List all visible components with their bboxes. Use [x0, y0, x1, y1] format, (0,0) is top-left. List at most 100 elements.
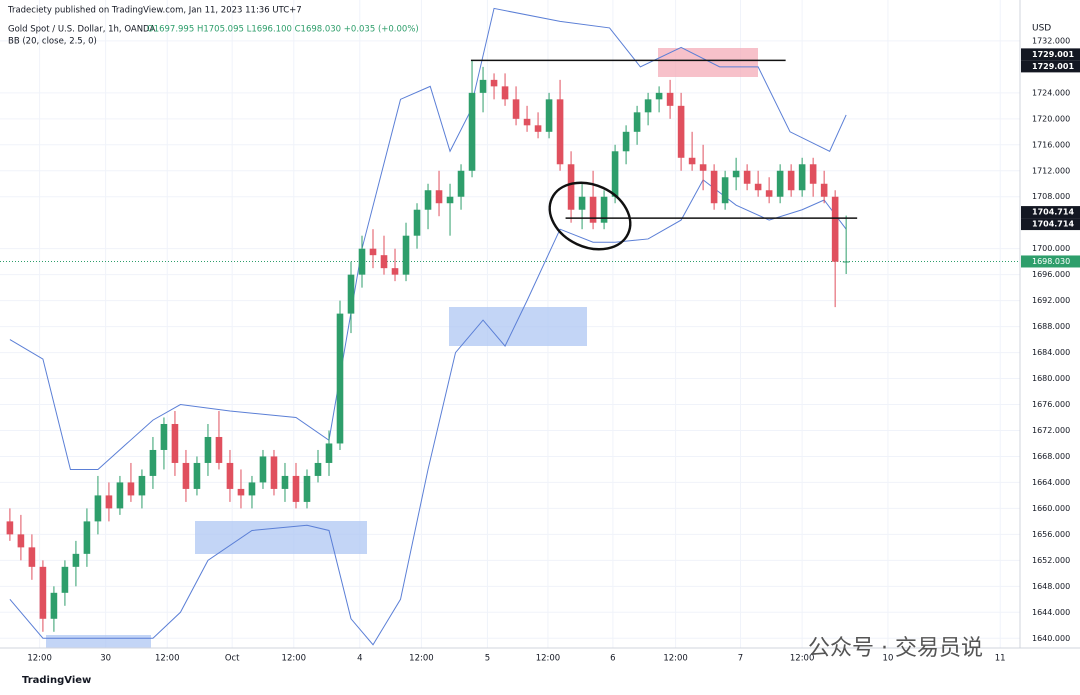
candle-body: [17, 534, 25, 548]
candle-body: [798, 164, 806, 191]
y-tick-label: 1660.000: [1032, 504, 1070, 513]
candle-body: [226, 462, 234, 489]
candle-body: [699, 164, 707, 171]
candle-body: [435, 190, 443, 204]
y-tick-label: 1680.000: [1032, 374, 1070, 383]
highlight-box: [658, 48, 758, 77]
candle-body: [270, 456, 278, 489]
price-label-box: [1021, 218, 1080, 231]
x-tick-label: 12:00: [155, 654, 180, 664]
watermark: 公众号 · 交易员说: [808, 636, 983, 661]
y-tick-label: 1692.000: [1032, 296, 1070, 305]
x-tick-label: 4: [357, 654, 362, 664]
candle-body: [556, 99, 564, 165]
candle-body: [501, 86, 509, 100]
candle-body: [820, 183, 828, 197]
x-tick-label: Oct: [225, 654, 240, 664]
footer-logo: TradingView: [22, 675, 91, 686]
candle-body: [622, 131, 630, 152]
highlight-box: [46, 635, 151, 648]
candle-body: [336, 313, 344, 444]
candle-body: [688, 157, 696, 165]
candle-body: [193, 462, 201, 489]
y-tick-label: 1684.000: [1032, 348, 1070, 357]
candle-body: [545, 99, 553, 132]
candle-body: [655, 92, 663, 100]
y-tick-label: 1672.000: [1032, 426, 1070, 435]
candle-body: [127, 482, 135, 496]
candle-body: [512, 99, 520, 119]
x-tick-label: 10: [883, 654, 894, 664]
y-tick-label: 1696.000: [1032, 270, 1070, 279]
candle-body: [160, 423, 168, 450]
y-tick-label: 1732.000: [1032, 36, 1070, 45]
candle-body: [105, 495, 113, 509]
bollinger-band: [9, 7, 847, 470]
candle-body: [391, 268, 399, 275]
x-tick-label: 12:00: [790, 654, 815, 664]
candle-body: [809, 164, 817, 184]
candle-body: [567, 164, 575, 210]
candle-body: [721, 177, 729, 204]
candle-body: [215, 436, 223, 463]
candle-body: [413, 209, 421, 236]
y-tick-label: 1664.000: [1032, 478, 1070, 487]
candle-body: [534, 125, 542, 132]
candle-body: [61, 566, 69, 593]
candle-body: [369, 248, 377, 256]
y-tick-label: 1712.000: [1032, 166, 1070, 175]
y-tick-label: 1720.000: [1032, 114, 1070, 123]
candle-body: [314, 462, 322, 476]
candle-body: [248, 482, 256, 496]
currency: USD: [1032, 24, 1051, 34]
x-tick-label: 12:00: [663, 654, 688, 664]
candle-body: [358, 248, 366, 275]
y-tick-label: 1708.000: [1032, 192, 1070, 201]
publisher: Tradeciety published on TradingView.com,…: [7, 6, 302, 16]
candle-body: [83, 521, 91, 554]
price-label-box: [1021, 206, 1080, 219]
x-tick-label: 30: [100, 654, 111, 664]
indicator-label: BB (20, close, 2.5, 0): [8, 37, 97, 47]
price-label-box: [1021, 60, 1080, 73]
candle-body: [50, 592, 58, 619]
candle-body: [842, 261, 850, 263]
candle-body: [325, 443, 333, 463]
y-tick-label: 1644.000: [1032, 608, 1070, 617]
candle-body: [677, 105, 685, 158]
candle-body: [490, 79, 498, 87]
x-tick-label: 12:00: [27, 654, 52, 664]
candle-body: [237, 488, 245, 496]
candle-body: [589, 196, 597, 223]
candle-body: [666, 92, 674, 106]
candle-body: [94, 495, 102, 522]
candle-body: [292, 475, 300, 502]
candle-body: [765, 190, 773, 197]
candle-body: [424, 190, 432, 210]
candle-body: [633, 112, 641, 132]
y-tick-label: 1724.000: [1032, 88, 1070, 97]
y-tick-label: 1652.000: [1032, 556, 1070, 565]
bollinger-band: [9, 179, 847, 646]
price-label-box: [1021, 48, 1080, 61]
y-tick-label: 1676.000: [1032, 400, 1070, 409]
price-label: 1729.001: [1032, 62, 1074, 71]
price-label: 1704.714: [1032, 208, 1074, 217]
candle-body: [281, 475, 289, 489]
candle-body: [380, 255, 388, 269]
y-tick-label: 1640.000: [1032, 634, 1070, 643]
x-tick-label: 11: [995, 654, 1006, 664]
candle-body: [644, 99, 652, 113]
x-tick-label: 7: [738, 654, 743, 664]
candle-body: [138, 475, 146, 496]
circle-annotation: [548, 181, 632, 251]
candle-body: [171, 423, 179, 463]
y-tick-label: 1716.000: [1032, 140, 1070, 149]
price-label: 1704.714: [1032, 220, 1074, 229]
candle-body: [754, 183, 762, 191]
candle-body: [600, 196, 608, 223]
candle-body: [743, 170, 751, 184]
x-tick-label: 12:00: [282, 654, 307, 664]
x-tick-label: 6: [610, 654, 615, 664]
